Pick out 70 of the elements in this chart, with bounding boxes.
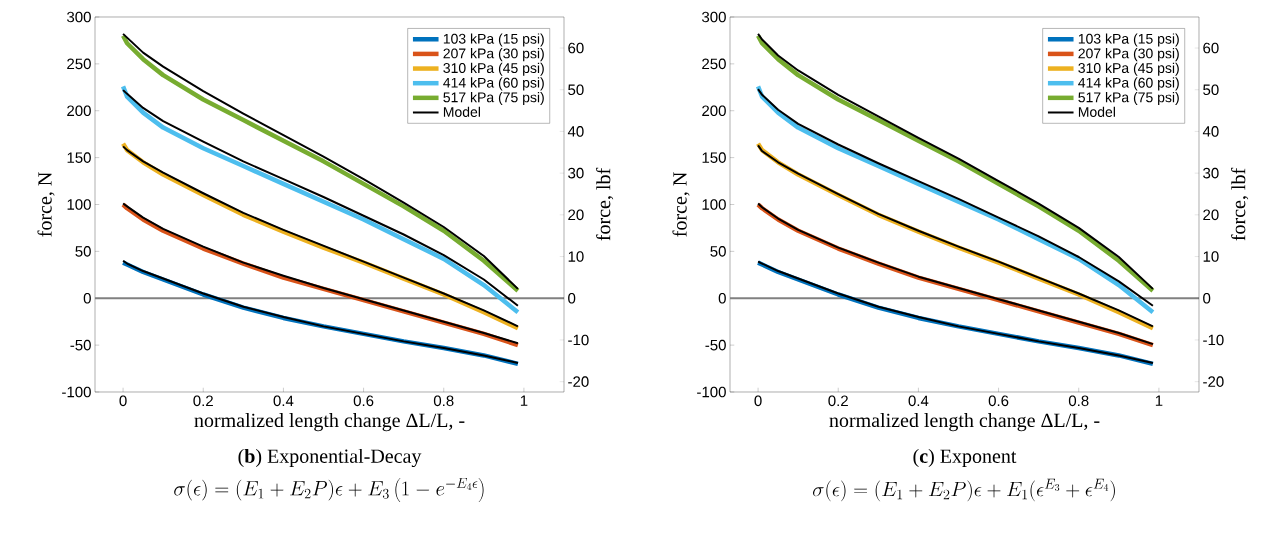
y2-tick-label: 10 (568, 251, 584, 262)
y-tick-label: -100 (697, 386, 726, 398)
y2-tick-label: 10 (1203, 251, 1219, 262)
x-tick-label: 0.4 (908, 395, 929, 407)
x-tick-label: 0.4 (273, 395, 294, 407)
y-tick-label: -50 (705, 339, 726, 351)
y-axis-title: force, N (672, 172, 690, 237)
x-tick-label: 1 (1155, 395, 1163, 406)
x-tick-label: 0 (754, 395, 762, 407)
legend-label: Model (1078, 106, 1115, 117)
y-tick-label: 250 (67, 58, 91, 70)
legend-label: 414 kPa (60 psi) (1078, 77, 1179, 91)
legend-label: 103 kPa (15 psi) (443, 33, 544, 47)
legend-label: 310 kPa (45 psi) (1078, 62, 1179, 76)
y-tick-label: 100 (702, 199, 726, 210)
y2-tick-label: 60 (568, 42, 584, 54)
text: (c) Exponent (913, 448, 1017, 468)
x-tick-label: 0.8 (1068, 395, 1089, 407)
text: $\sigma(\epsilon) = (E_1 + E_2 P)\epsilon + E_3\left(1 - e^{-E_4\epsilon}\right)$ (174, 477, 484, 503)
x-tick-label: 0.6 (353, 395, 374, 407)
legend-label: Model (443, 106, 480, 117)
y2-tick-label: 30 (568, 167, 584, 179)
y-tick-label: -50 (70, 339, 91, 351)
y-tick-label: 200 (702, 105, 726, 117)
y2-tick-label: 0 (568, 292, 576, 304)
y2-tick-label: -20 (1203, 376, 1224, 387)
x-tick-label: 0.2 (193, 395, 213, 407)
y2-tick-label: 20 (568, 209, 584, 221)
y-tick-label: 0 (83, 292, 91, 304)
y2-tick-label: 20 (1203, 209, 1219, 221)
legend-label: 103 kPa (15 psi) (1078, 33, 1179, 47)
y2-tick-label: 50 (568, 84, 584, 96)
text: $\sigma(\epsilon) = (E_1 + E_2 P)\epsilon + E_1(\epsilon^{E_3} + \epsilon^{E_4})$ (813, 478, 1115, 502)
y-axis-title: force, N (37, 172, 55, 237)
x-tick-label: 0 (119, 395, 127, 407)
y-tick-label: 300 (67, 11, 91, 23)
y-tick-label: 0 (718, 292, 726, 304)
y-tick-label: 50 (75, 246, 91, 257)
y2-tick-label: 40 (567, 126, 584, 137)
y-tick-label: 250 (702, 58, 726, 70)
y2-tick-label: -10 (568, 334, 589, 346)
y-tick-label: 150 (702, 152, 726, 163)
x-tick-label: 0.6 (988, 395, 1009, 407)
legend-label: 517 kPa (75 psi) (1078, 92, 1179, 106)
y2-tick-label: 50 (1203, 84, 1219, 96)
y-tick-label: 50 (710, 246, 726, 257)
y-tick-label: 300 (702, 11, 726, 23)
y-tick-label: 100 (67, 199, 91, 210)
text: (b) Exponential-Decay (238, 448, 422, 468)
x-tick-label: 1 (520, 395, 528, 406)
legend-label: 310 kPa (45 psi) (443, 62, 544, 76)
legend-label: 414 kPa (60 psi) (443, 77, 544, 91)
legend-label: 207 kPa (30 psi) (443, 48, 544, 62)
y2-tick-label: 30 (1203, 167, 1219, 179)
y2-tick-label: 40 (1202, 126, 1219, 137)
x-axis-title: normalized length change ΔL/L, - (829, 413, 1100, 432)
y2-tick-label: -10 (1203, 334, 1224, 346)
y2-tick-label: 60 (1203, 42, 1219, 54)
y-tick-label: 150 (67, 152, 91, 163)
legend-label: 207 kPa (30 psi) (1078, 48, 1179, 62)
x-tick-label: 0.2 (828, 395, 848, 407)
y2-tick-label: -20 (568, 376, 589, 387)
x-tick-label: 0.8 (433, 395, 454, 407)
y2-axis-title: force, lbf (1231, 167, 1249, 241)
y2-tick-label: 0 (1203, 292, 1211, 304)
y-tick-label: -100 (62, 386, 91, 398)
x-axis-title: normalized length change ΔL/L, - (194, 413, 465, 432)
y-tick-label: 200 (67, 105, 91, 117)
legend-label: 517 kPa (75 psi) (443, 92, 544, 106)
y2-axis-title: force, lbf (596, 167, 614, 241)
